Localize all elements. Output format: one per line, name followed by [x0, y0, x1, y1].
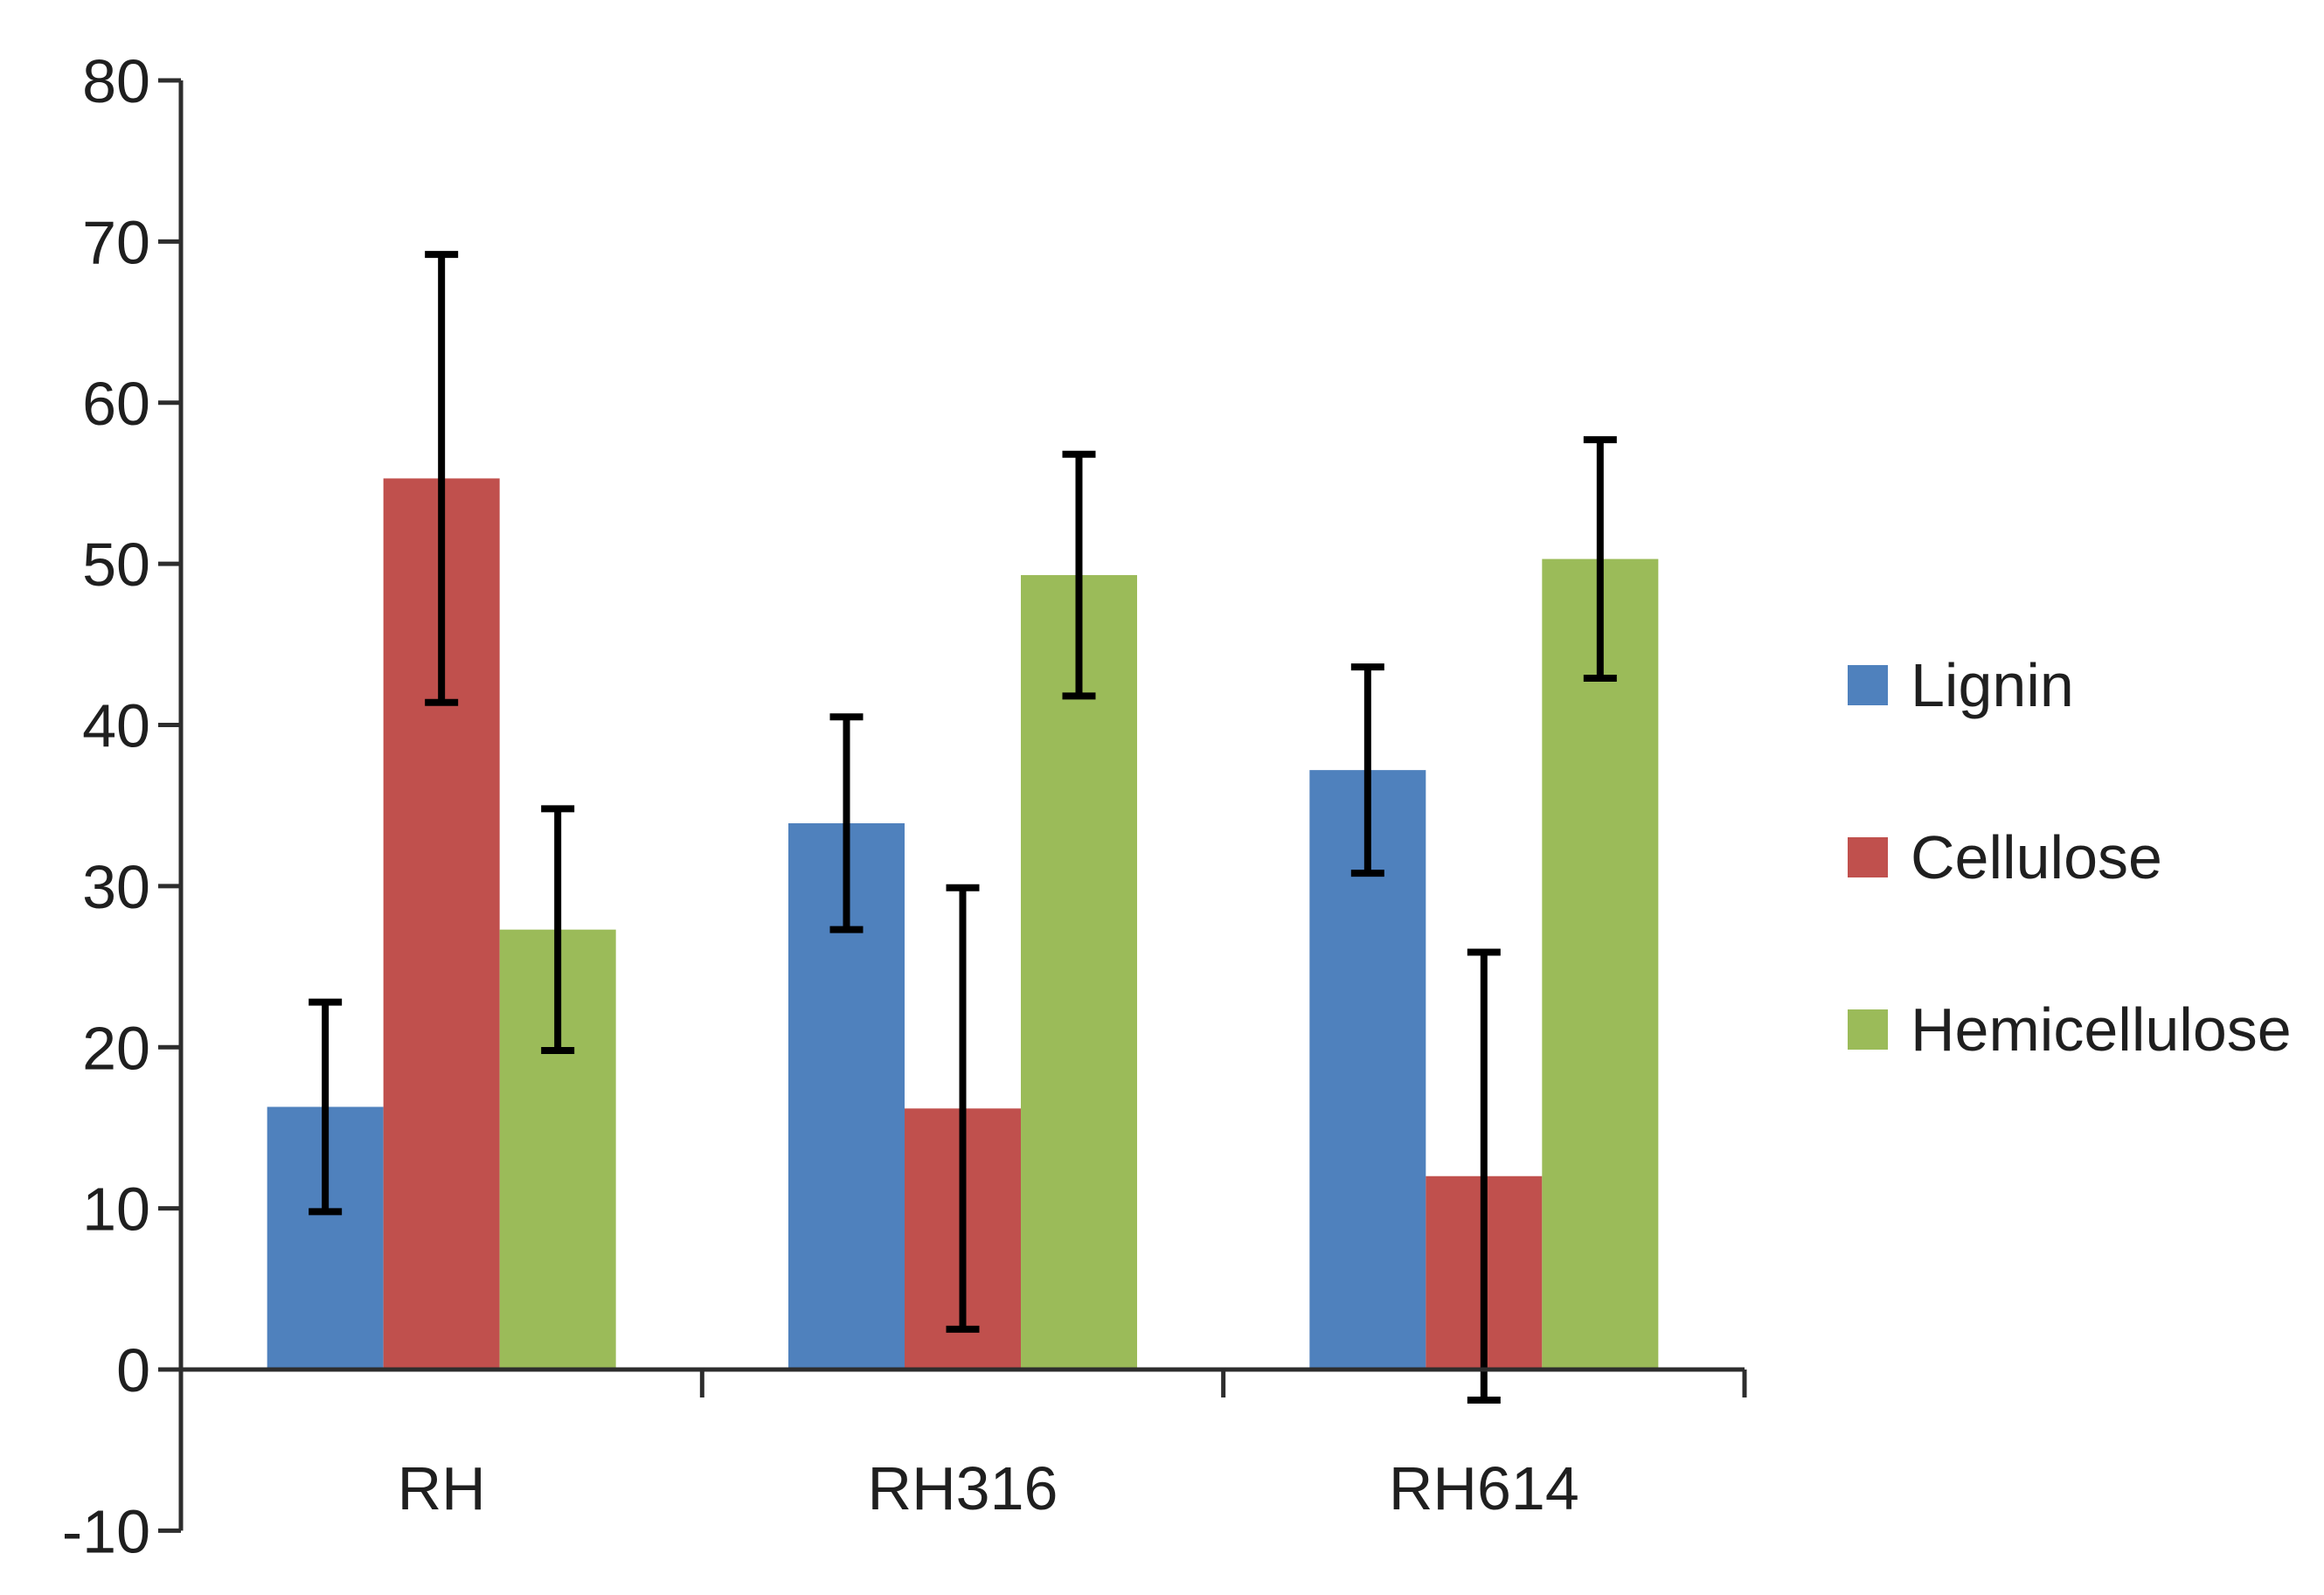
legend-label-hemicellulose: Hemicellulose	[1911, 995, 2292, 1064]
lignin-swatch-icon	[1848, 665, 1888, 705]
y-tick-label-40: 40	[82, 692, 150, 760]
y-tick-label-10: 10	[82, 1175, 150, 1244]
legend-item-hemicellulose: Hemicellulose	[1848, 999, 2292, 1060]
x-category-label-RH316: RH316	[868, 1454, 1058, 1522]
legend-item-cellulose: Cellulose	[1848, 827, 2292, 888]
legend-item-lignin: Lignin	[1848, 655, 2292, 716]
y-tick-label-80: 80	[82, 47, 150, 115]
y-tick-label-30: 30	[82, 853, 150, 921]
x-category-label-RH614: RH614	[1389, 1454, 1579, 1522]
y-tick-label--10: -10	[62, 1497, 150, 1565]
y-tick-label-0: 0	[116, 1336, 150, 1404]
legend-label-lignin: Lignin	[1911, 651, 2074, 719]
legend-label-cellulose: Cellulose	[1911, 823, 2162, 891]
bar-hemicellulose-RH614	[1542, 558, 1659, 1370]
legend: Lignin Cellulose Hemicellulose	[1848, 655, 2292, 1060]
hemicellulose-swatch-icon	[1848, 1009, 1888, 1050]
x-category-label-RH: RH	[398, 1454, 486, 1522]
y-tick-label-60: 60	[82, 370, 150, 438]
y-tick-label-20: 20	[82, 1014, 150, 1082]
y-tick-label-70: 70	[82, 208, 150, 276]
cellulose-swatch-icon	[1848, 837, 1888, 877]
y-tick-label-50: 50	[82, 531, 150, 599]
bar-hemicellulose-RH316	[1021, 575, 1137, 1370]
